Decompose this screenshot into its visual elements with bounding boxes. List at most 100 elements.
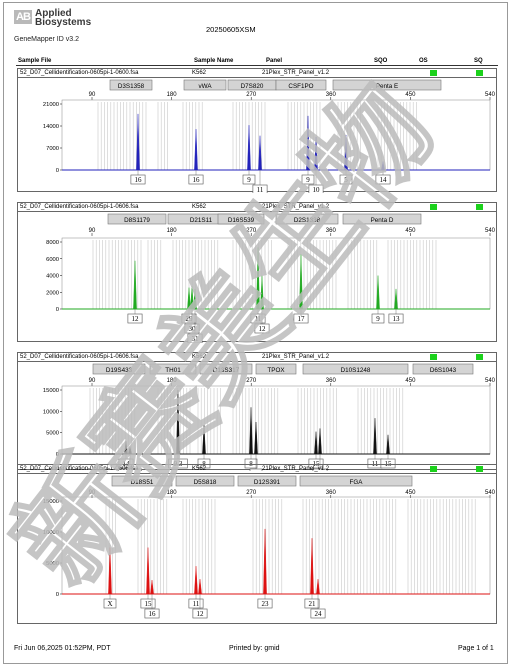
marker-box: TH01 <box>149 363 197 375</box>
marker-box: D6S1043 <box>412 363 474 375</box>
trace-peak <box>306 115 310 171</box>
allele-call-box <box>254 323 270 334</box>
allele-call-label: 9 <box>247 176 251 184</box>
trace-peak <box>310 538 314 595</box>
marker-box: Penta D <box>342 213 422 225</box>
allele-call-label: 10 <box>313 186 321 193</box>
marker-box: D7S820 <box>227 79 277 91</box>
col-sqo: SQO <box>374 58 388 64</box>
allele-call-label: 5 <box>344 176 348 184</box>
allele-call-box <box>118 468 143 471</box>
marker-name: vWA <box>198 83 212 90</box>
marker-box: D13S317 <box>199 363 253 375</box>
quality-status-indicator <box>430 354 437 360</box>
marker-name: Penta E <box>376 83 398 90</box>
allele-call-label: 17 <box>298 315 306 323</box>
brand-line-2: Biosystems <box>35 17 92 28</box>
y-tick-label: 21000 <box>43 102 59 108</box>
y-tick-label: 0 <box>56 592 59 598</box>
allele-call-box <box>168 458 188 469</box>
marker-name: D18S51 <box>131 479 154 486</box>
panel-info-row: 52_D07_Cellidentification-0605pi-1-0600.… <box>18 69 496 78</box>
allele-call-label: 12 <box>259 325 267 333</box>
y-tick-label: 15000 <box>43 499 59 505</box>
panel-panel: 21Plex_STR_Panel_v1.2 <box>262 354 330 360</box>
allele-call-box <box>308 184 324 193</box>
allele-call-label: 13 <box>393 315 401 323</box>
marker-name: D16S539 <box>228 217 255 224</box>
x-tick-label: 360 <box>326 92 337 98</box>
col-sq: SQ <box>474 58 483 64</box>
trace-peak <box>194 566 198 595</box>
applied-biosystems-logo: AB <box>14 10 32 24</box>
allele-call-box <box>140 598 156 609</box>
y-tick-label: 5000 <box>46 431 59 437</box>
trace-peak <box>247 125 251 171</box>
plot-frame <box>61 496 491 595</box>
panel-info-row: 52_D07_Cellidentification-0605pi-1-0606.… <box>18 353 496 362</box>
x-tick-label: 450 <box>405 378 416 384</box>
allele-call-box <box>339 174 353 185</box>
panel-sample-file: 52_D07_Cellidentification-0605pi-1-0600.… <box>20 70 139 76</box>
brand-line-1: Applied <box>35 8 72 19</box>
trace-peak <box>344 135 348 171</box>
quality-status-indicator <box>476 466 483 472</box>
page-frame <box>3 2 508 664</box>
marker-name: D13S317 <box>213 367 240 374</box>
x-tick-label: 270 <box>246 490 257 496</box>
trace-peak <box>146 547 150 595</box>
allele-call-label: 29 <box>186 315 194 323</box>
allele-call-label: 12 <box>132 315 140 323</box>
allele-call-box <box>250 313 266 324</box>
marker-name: D19S433 <box>106 367 133 374</box>
allele-call-label: 8 <box>249 460 253 468</box>
allele-call-box <box>103 598 117 609</box>
allele-call-label: 24 <box>315 610 323 618</box>
trace-peak <box>256 247 260 310</box>
trace-peak <box>133 260 137 310</box>
marker-name: D21S11 <box>190 217 213 224</box>
marker-name: D6S1043 <box>430 367 457 374</box>
x-tick-label: 180 <box>167 490 178 496</box>
allele-call-box <box>242 174 256 185</box>
table-header: Sample File Sample Name Panel SQO OS SQ <box>16 57 498 66</box>
allele-call-label: 16 <box>135 176 143 184</box>
col-sample-file: Sample File <box>18 58 52 64</box>
quality-status-indicator <box>430 204 437 210</box>
allele-call-box <box>301 174 315 185</box>
allele-call-box <box>197 458 211 469</box>
allele-call-box <box>375 174 391 185</box>
trace-peak <box>394 288 398 310</box>
allele-call-box <box>388 313 404 324</box>
x-tick-label: 90 <box>89 92 96 98</box>
marker-box: D19S433 <box>92 363 146 375</box>
allele-call-label: 30 <box>189 325 197 333</box>
footer-printed-by: Printed by: gmid <box>229 645 280 652</box>
y-tick-label: 6000 <box>46 257 59 263</box>
x-tick-label: 180 <box>167 92 178 98</box>
marker-name: D5S818 <box>194 479 217 486</box>
panel-sample-name: K562 <box>192 466 207 472</box>
electropherogram-panel-green: 52_D07_Cellidentification-0605pi-1-0606.… <box>17 202 497 343</box>
footer-page: Page 1 of 1 <box>458 645 494 652</box>
panel-panel: 21Plex_STR_Panel_v1.2 <box>262 70 330 76</box>
electropherogram-plot: D18S51 D5S818 D12S391 FGA 90 180 270 360 450 540 1… <box>43 475 496 619</box>
x-tick-label: 90 <box>89 378 96 384</box>
x-tick-label: 90 <box>89 490 96 496</box>
marker-box: Penta E <box>332 79 442 91</box>
y-tick-label: 15000 <box>43 388 59 394</box>
allele-call-label: 11 <box>372 460 379 468</box>
y-tick-label: 0 <box>56 168 59 174</box>
y-tick-label: 5000 <box>46 561 59 567</box>
trace-peak <box>314 136 318 171</box>
trace-peak <box>254 421 258 455</box>
allele-call-box <box>249 468 263 471</box>
x-tick-label: 270 <box>246 378 257 384</box>
allele-call-label: 16 <box>317 470 325 471</box>
trace-peak <box>263 528 267 595</box>
allele-call-label: 9 <box>306 176 310 184</box>
footer-date: Fri Jun 06,2025 01:52PM, PDT <box>14 645 111 652</box>
y-tick-label: 0 <box>56 307 59 313</box>
panel-sample-file: 52_D07_Cellidentification-0605pi-1-0606.… <box>20 354 139 360</box>
allele-call-box <box>188 174 204 185</box>
